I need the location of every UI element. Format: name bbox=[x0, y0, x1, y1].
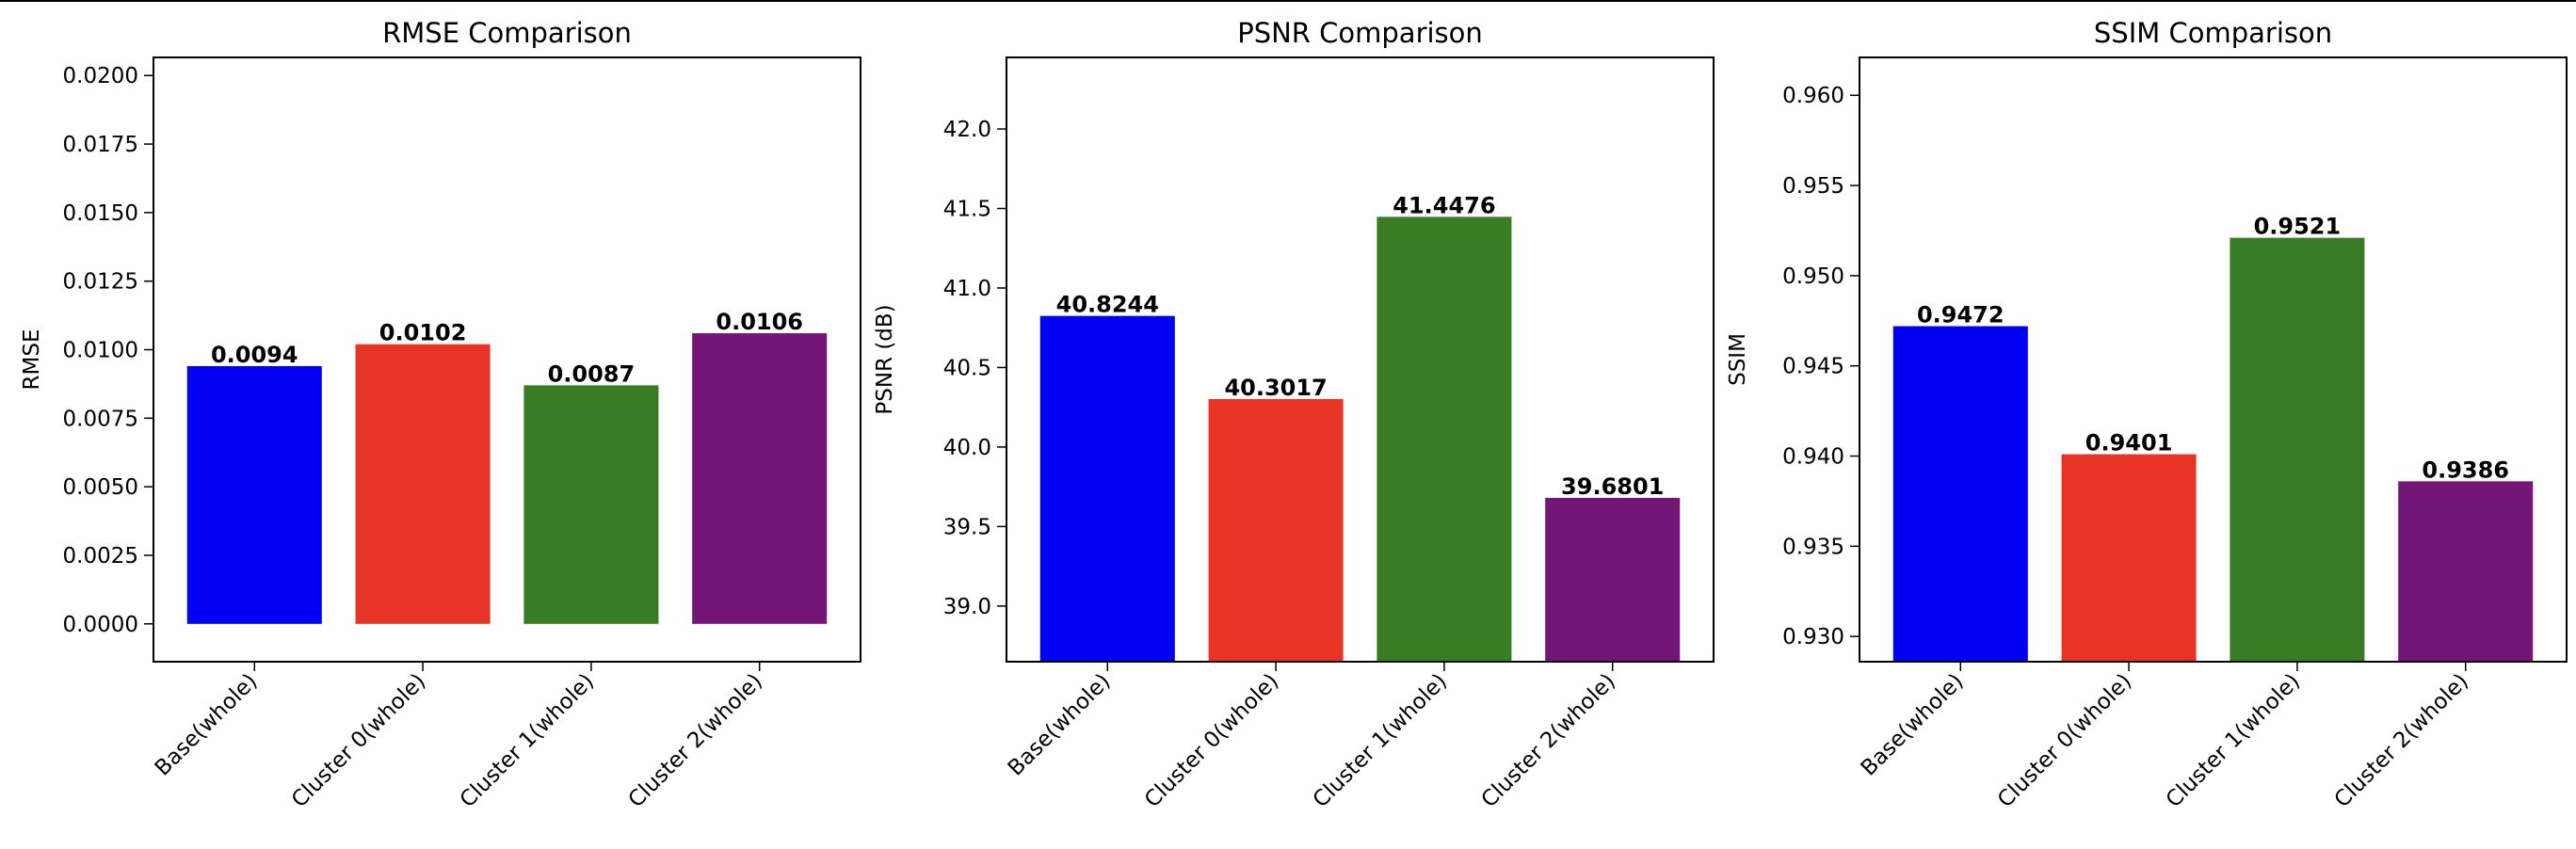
y-axis-label: SSIM bbox=[1726, 333, 1750, 386]
y-axis-label: PSNR (dB) bbox=[873, 304, 897, 414]
y-tick-label: 41.5 bbox=[943, 198, 991, 222]
bar bbox=[1208, 398, 1344, 662]
y-tick-label: 0.0000 bbox=[63, 613, 138, 637]
bar-value-label: 40.3017 bbox=[1224, 375, 1327, 401]
y-tick-label: 42.0 bbox=[943, 118, 991, 142]
y-tick-label: 0.930 bbox=[1782, 625, 1844, 649]
y-tick-label: 0.0100 bbox=[63, 339, 138, 363]
bar bbox=[692, 333, 828, 624]
bar bbox=[1545, 497, 1681, 662]
bar-value-label: 0.0094 bbox=[211, 342, 298, 368]
y-tick-label: 0.0200 bbox=[63, 64, 138, 88]
y-tick-label: 0.0050 bbox=[63, 475, 138, 500]
bar bbox=[355, 344, 491, 624]
y-tick-label: 0.0075 bbox=[63, 407, 138, 431]
y-tick-label: 0.0150 bbox=[63, 201, 138, 226]
bar bbox=[523, 385, 659, 624]
bar-value-label: 0.0087 bbox=[548, 360, 636, 387]
bar bbox=[2398, 481, 2534, 662]
bar bbox=[2061, 454, 2197, 662]
y-tick-label: 39.5 bbox=[943, 515, 991, 539]
chart-title: SSIM Comparison bbox=[2094, 17, 2332, 49]
y-tick-label: 0.945 bbox=[1782, 355, 1844, 379]
bar bbox=[1892, 326, 2028, 662]
y-axis-label: RMSE bbox=[20, 329, 44, 391]
y-tick-label: 40.5 bbox=[943, 356, 991, 380]
y-tick-label: 0.940 bbox=[1782, 445, 1844, 470]
bar-value-label: 0.9472 bbox=[1917, 302, 2004, 328]
bar-value-label: 41.4476 bbox=[1393, 192, 1495, 218]
bar bbox=[2230, 237, 2365, 662]
y-tick-label: 0.0125 bbox=[63, 270, 138, 295]
bar-value-label: 40.8244 bbox=[1056, 292, 1159, 318]
axes-frame bbox=[1859, 56, 2568, 663]
bar-value-label: 0.0102 bbox=[379, 320, 467, 346]
chart-title: PSNR Comparison bbox=[1237, 17, 1483, 49]
y-tick-label: 0.0175 bbox=[63, 133, 138, 157]
bar bbox=[1039, 315, 1175, 662]
bar-value-label: 0.0106 bbox=[716, 309, 803, 335]
y-tick-label: 0.0025 bbox=[63, 544, 138, 569]
bar-value-label: 39.6801 bbox=[1561, 473, 1664, 500]
y-tick-label: 40.0 bbox=[943, 436, 991, 460]
chart-3: 0.9472 0.9401 0.9521 0.9386 0.930 0.935 0.940 0… bbox=[1726, 17, 2568, 812]
bar bbox=[1377, 216, 1512, 662]
bar-value-label: 0.9401 bbox=[2085, 430, 2173, 457]
bar-value-label: 0.9386 bbox=[2422, 457, 2509, 483]
y-tick-label: 39.0 bbox=[943, 595, 991, 619]
y-tick-label: 0.960 bbox=[1782, 84, 1844, 108]
axes-frame bbox=[1006, 56, 1715, 663]
y-tick-label: 0.935 bbox=[1782, 535, 1844, 559]
axes-frame bbox=[153, 56, 861, 663]
chart-title: RMSE Comparison bbox=[382, 17, 632, 49]
y-tick-label: 41.0 bbox=[943, 277, 991, 301]
y-tick-label: 0.950 bbox=[1782, 264, 1844, 289]
bar-value-label: 0.9521 bbox=[2254, 214, 2342, 240]
y-tick-label: 0.955 bbox=[1782, 174, 1844, 199]
bar bbox=[186, 365, 322, 624]
